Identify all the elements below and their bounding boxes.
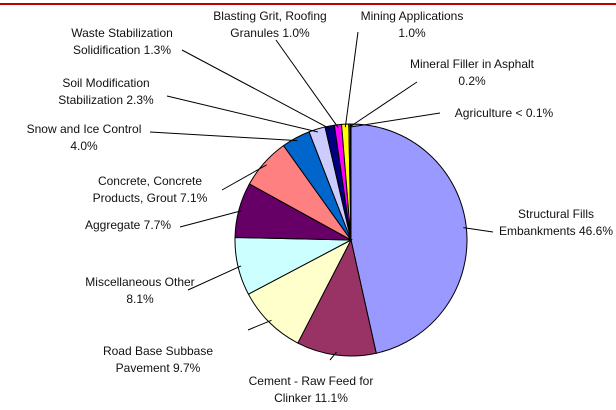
leader-line-12 [349, 81, 418, 128]
slice-label-line: Cement - Raw Feed for [249, 374, 374, 388]
slice-label-line: Blasting Grit, Roofing [213, 9, 326, 23]
slice-label-11: Mining Applications 1.0% [361, 9, 464, 40]
slice-label-5: Aggregate 7.7% [85, 218, 171, 232]
leader-line-2 [329, 351, 337, 361]
leader-lines [149, 31, 494, 361]
slice-label-13: Agriculture < 0.1% [455, 106, 554, 120]
slice-label-line: Aggregate 7.7% [85, 218, 171, 232]
slice-label-line: Solidification 1.3% [73, 43, 171, 57]
slice-label-line: Embankments 46.6% [499, 224, 613, 238]
slice-label-line: Pavement 9.7% [116, 361, 201, 375]
top-rule [0, 3, 616, 5]
slice-label-line: Structural Fills [518, 207, 594, 221]
leader-line-13 [350, 112, 441, 128]
leader-line-1 [463, 227, 494, 233]
leader-line-8 [166, 95, 318, 133]
leader-line-3 [247, 319, 272, 331]
leader-line-4 [187, 265, 242, 291]
slice-label-line: 4.0% [70, 139, 98, 153]
leader-line-10 [275, 39, 339, 129]
slice-label-9: Waste Stabilization Solidification 1.3% [71, 26, 173, 57]
slice-label-line: Agriculture < 0.1% [455, 106, 554, 120]
leader-line-6 [221, 164, 267, 191]
slice-label-6: Concrete, Concrete Products, Grout 7.1% [93, 174, 208, 205]
slice-label-line: Concrete, Concrete [98, 174, 202, 188]
slice-label-line: Products, Grout 7.1% [93, 191, 208, 205]
pie-slice-1 [350, 123, 468, 354]
slice-label-line: Snow and Ice Control [27, 122, 142, 136]
pie-slice-13 [349, 123, 352, 241]
slice-label-line: Granules 1.0% [230, 26, 310, 40]
slice-label-7: Snow and Ice Control 4.0% [27, 122, 142, 153]
slice-label-line: 8.1% [126, 292, 154, 306]
leader-line-5 [179, 210, 243, 228]
pie-slice-2 [297, 238, 377, 357]
slice-label-line: Mining Applications [361, 9, 464, 23]
slice-label-line: Stabilization 2.3% [58, 93, 154, 107]
slice-label-line: Clinker 11.1% [274, 391, 348, 405]
slice-labels: Structural Fills Embankments 46.6% Cement … [27, 9, 614, 405]
slice-label-line: 1.0% [398, 26, 426, 40]
slice-label-line: Soil Modification [62, 76, 149, 90]
slice-label-line: Road Base Subbase [103, 344, 213, 358]
slice-label-2: Cement - Raw Feed for Clinker 11.1% [249, 374, 374, 405]
leader-line-7 [149, 131, 298, 142]
slice-label-line: Miscellaneous Other [85, 275, 194, 289]
slice-label-12: Mineral Filler in Asphalt 0.2% [410, 57, 535, 88]
slice-label-4: Miscellaneous Other 8.1% [85, 275, 194, 306]
slice-label-1: Structural Fills Embankments 46.6% [499, 207, 613, 238]
leader-line-11 [344, 31, 359, 128]
leader-line-9 [181, 49, 331, 130]
slice-label-line: Mineral Filler in Asphalt [410, 57, 535, 71]
slice-label-line: Waste Stabilization [71, 26, 173, 40]
slice-label-3: Road Base Subbase Pavement 9.7% [103, 344, 213, 375]
slice-label-line: 0.2% [458, 74, 486, 88]
slice-label-8: Soil Modification Stabilization 2.3% [58, 76, 154, 107]
slice-label-10: Blasting Grit, Roofing Granules 1.0% [213, 9, 326, 40]
pie-slices [234, 123, 468, 357]
